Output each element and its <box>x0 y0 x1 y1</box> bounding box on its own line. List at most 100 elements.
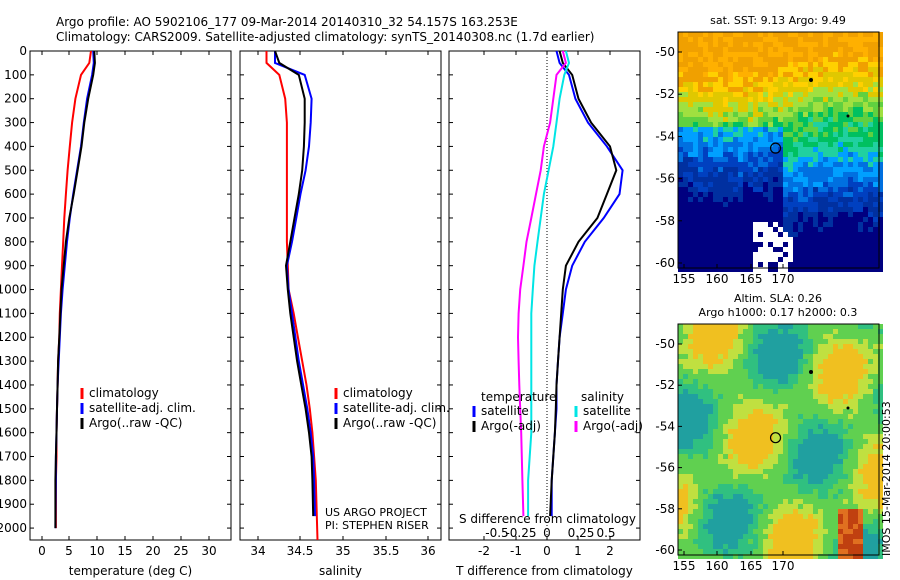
map-cell <box>733 62 738 67</box>
map-cell <box>833 107 838 112</box>
map-cell <box>748 237 753 242</box>
map-cell <box>813 227 818 232</box>
map-cell <box>878 404 883 409</box>
map-cell <box>688 529 693 534</box>
map-cell <box>728 47 733 52</box>
map-cell <box>863 202 868 207</box>
map-cell <box>728 419 733 424</box>
map-cell <box>723 459 728 464</box>
map-cell <box>813 137 818 142</box>
map-cell <box>753 499 758 504</box>
map-cell <box>833 142 838 147</box>
map-cell <box>858 157 863 162</box>
map-cell <box>728 444 733 449</box>
map-cell <box>723 212 728 217</box>
map-cell <box>693 177 698 182</box>
map-cell <box>713 262 718 267</box>
map-cell <box>748 182 753 187</box>
map-cell <box>838 444 843 449</box>
map-cell <box>873 262 878 267</box>
map-cell <box>693 509 698 514</box>
map-cell <box>703 257 708 262</box>
map-cell <box>753 459 758 464</box>
map-cell <box>868 544 873 549</box>
map-cell <box>878 509 883 514</box>
map-cell <box>793 404 798 409</box>
map-cell <box>768 252 773 257</box>
map-cell <box>813 87 818 92</box>
map-cell <box>878 499 883 504</box>
map-cell <box>733 344 738 349</box>
map-cell <box>808 67 813 72</box>
map-cell <box>833 389 838 394</box>
map-cell <box>778 404 783 409</box>
map-cell <box>843 504 848 509</box>
map-cell <box>693 404 698 409</box>
map-cell <box>753 232 758 237</box>
map-cell <box>778 62 783 67</box>
map-cell <box>768 539 773 544</box>
map-cell <box>823 222 828 227</box>
map-cell <box>753 237 758 242</box>
map-cell <box>728 177 733 182</box>
map-cell <box>823 177 828 182</box>
map-cell <box>718 494 723 499</box>
map-cell <box>708 177 713 182</box>
map-cell <box>728 257 733 262</box>
map-cell <box>838 369 843 374</box>
map-cell <box>833 529 838 534</box>
map-cell <box>713 267 718 272</box>
map-cell <box>743 359 748 364</box>
map-cell <box>843 242 848 247</box>
map-cell <box>763 117 768 122</box>
map-cell <box>708 242 713 247</box>
map-cell <box>718 47 723 52</box>
map-cell <box>808 519 813 524</box>
map-cell <box>788 117 793 122</box>
map-cell <box>853 454 858 459</box>
map-cell <box>858 122 863 127</box>
map-cell <box>798 364 803 369</box>
map-cell <box>773 97 778 102</box>
map-cell <box>838 334 843 339</box>
map-cell <box>738 464 743 469</box>
map-cell <box>878 77 883 82</box>
map-cell <box>753 127 758 132</box>
map-cell <box>803 117 808 122</box>
map-cell <box>773 52 778 57</box>
sst-title: sat. SST: 9.13 Argo: 9.49 <box>710 14 846 27</box>
map-cell <box>678 324 683 329</box>
map-cell <box>828 72 833 77</box>
map-cell <box>698 117 703 122</box>
map-cell <box>738 444 743 449</box>
map-cell <box>773 187 778 192</box>
map-cell <box>818 157 823 162</box>
map-cell <box>713 509 718 514</box>
map-cell <box>863 237 868 242</box>
map-cell <box>868 237 873 242</box>
map-cell <box>678 479 683 484</box>
map-cell <box>693 499 698 504</box>
map-cell <box>748 334 753 339</box>
map-cell <box>768 92 773 97</box>
map-cell <box>708 359 713 364</box>
map-cell <box>813 72 818 77</box>
map-cell <box>868 449 873 454</box>
map-cell <box>708 107 713 112</box>
map-cell <box>828 172 833 177</box>
map-cell <box>773 42 778 47</box>
map-cell <box>803 157 808 162</box>
map-cell <box>753 202 758 207</box>
map-cell <box>833 137 838 142</box>
map-cell <box>728 504 733 509</box>
map-cell <box>703 439 708 444</box>
map-cell <box>813 554 818 559</box>
map-cell <box>868 82 873 87</box>
map-cell <box>808 364 813 369</box>
map-cell <box>683 257 688 262</box>
map-cell <box>738 339 743 344</box>
map-cell <box>863 62 868 67</box>
map-cell <box>878 137 883 142</box>
map-cell <box>698 404 703 409</box>
map-cell <box>813 162 818 167</box>
